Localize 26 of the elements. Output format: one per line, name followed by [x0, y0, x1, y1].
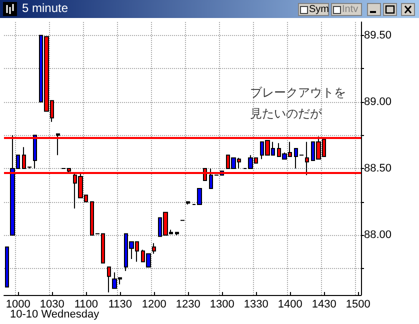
text: Intv — [342, 4, 358, 15]
candlestick — [152, 242, 156, 254]
candlestick — [56, 133, 60, 156]
x-axis-title: 10-10 Wednesday — [10, 308, 100, 320]
x-tick-label: 1200 — [142, 298, 166, 310]
x-tick-label: 1330 — [244, 298, 268, 310]
text: Sym — [309, 4, 329, 15]
x-tick-label: 1400 — [278, 298, 302, 310]
x-tick-label: 1300 — [210, 298, 234, 310]
x-tick-label: 1430 — [312, 298, 336, 310]
candlestick — [107, 266, 111, 293]
y-tick-label: 88.50 — [364, 162, 392, 174]
x-tick-label: 1000 — [6, 298, 30, 310]
candlestick — [175, 232, 179, 236]
y-tick-label: 89.50 — [364, 29, 392, 42]
y-tick-label: 88.00 — [364, 229, 392, 242]
candlestick — [33, 134, 37, 169]
y-tick-label: 89.00 — [364, 96, 392, 108]
x-tick-label: 1230 — [176, 298, 200, 310]
chart-title: 5 minute — [22, 1, 68, 15]
candlestick — [186, 201, 190, 205]
x-tick-label: 1030 — [40, 298, 64, 310]
candlestick — [5, 246, 9, 288]
x-tick-label: 1130 — [108, 298, 132, 310]
x-tick-label: 1500 — [346, 298, 370, 310]
x-tick-label: 1100 — [74, 298, 98, 310]
